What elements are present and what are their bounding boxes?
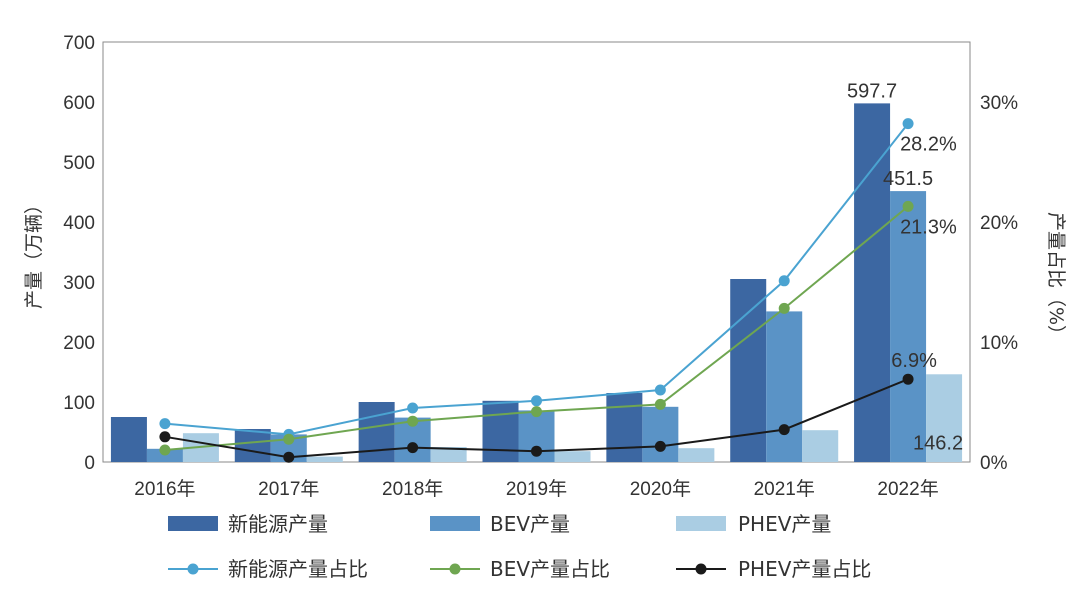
y-tick-label: 400 (63, 213, 95, 234)
y-tick-label: 200 (63, 333, 95, 354)
y2-tick-label: 20% (980, 213, 1018, 234)
line-point (531, 445, 542, 457)
line-point (159, 444, 171, 456)
line-point (778, 275, 790, 287)
line-point (902, 200, 914, 212)
line-point (531, 406, 542, 418)
legend-label: 新能源产量 (228, 512, 328, 536)
legend-marker (449, 563, 461, 575)
data-label: 6.9% (891, 350, 937, 372)
bar (430, 447, 467, 462)
x-tick-label: 2017年 (258, 478, 319, 500)
y-tick-label: 500 (63, 153, 95, 174)
line-point (407, 415, 419, 427)
bar (234, 429, 271, 462)
legend-swatch (676, 516, 726, 531)
y-tick-label: 700 (63, 33, 95, 54)
bars (110, 103, 963, 462)
bar (854, 103, 891, 462)
data-label: 28.2% (900, 134, 957, 156)
data-labels: 597.7 451.5 146.2 28.2% 21.3% 6.9% (847, 80, 963, 454)
bar (358, 402, 395, 462)
legend-marker (187, 563, 199, 575)
legend-label: PHEV产量占比 (738, 557, 871, 581)
bar (554, 451, 591, 462)
data-label: 597.7 (847, 80, 897, 102)
y-tick-label: 300 (63, 273, 95, 294)
y-tick-label: 0 (84, 453, 95, 474)
legend-label: BEV产量 (490, 512, 570, 536)
legend-swatch (430, 516, 480, 531)
x-tick-label: 2022年 (877, 478, 938, 500)
bar (730, 279, 767, 462)
line-point (159, 418, 171, 430)
line-point (654, 384, 666, 396)
y2-tick-label: 30% (980, 93, 1018, 114)
legend-label: BEV产量占比 (490, 557, 610, 581)
y-tick-label: 100 (63, 393, 95, 414)
y2-tick-label: 10% (980, 333, 1018, 354)
line-point (778, 302, 790, 314)
line-point (407, 402, 419, 414)
legend-swatch (168, 516, 218, 531)
bar (926, 374, 963, 462)
bar (678, 448, 715, 462)
line-point (283, 433, 295, 445)
line-point (283, 451, 295, 463)
x-tick-label: 2021年 (754, 478, 815, 500)
legend-marker (695, 563, 707, 575)
line-point (778, 424, 790, 436)
x-tick-label: 2020年 (630, 478, 691, 500)
line-point (407, 442, 419, 454)
line-point (531, 395, 542, 407)
bar (642, 406, 679, 462)
legend-label: 新能源产量占比 (228, 557, 368, 581)
line-point (902, 373, 914, 385)
y-axis-title: 产量（万辆） (23, 195, 45, 309)
y2-tick-label: 0% (980, 453, 1008, 474)
x-tick-label: 2018年 (382, 478, 443, 500)
line-point (159, 431, 171, 443)
bar (110, 417, 147, 462)
axes: 0 100 200 300 400 500 600 700 0% 10% 20% 30% 2016年 20… (23, 33, 1067, 500)
line-point (654, 440, 666, 452)
bar (766, 311, 803, 462)
bar (802, 430, 839, 462)
line-point (902, 118, 914, 130)
data-label: 146.2 (913, 432, 963, 454)
x-tick-label: 2019年 (506, 478, 567, 500)
y-tick-label: 600 (63, 93, 95, 114)
data-label: 451.5 (883, 168, 933, 190)
bar (890, 191, 927, 462)
bar (482, 400, 519, 462)
x-tick-label: 2016年 (134, 478, 195, 500)
bar (306, 456, 343, 462)
bar (606, 393, 643, 462)
line-point (654, 398, 666, 410)
data-label: 21.3% (900, 216, 957, 238)
lines (159, 118, 914, 463)
legend-label: PHEV产量 (738, 512, 831, 536)
y2-axis-title: 产量占比（%） (1045, 212, 1067, 344)
